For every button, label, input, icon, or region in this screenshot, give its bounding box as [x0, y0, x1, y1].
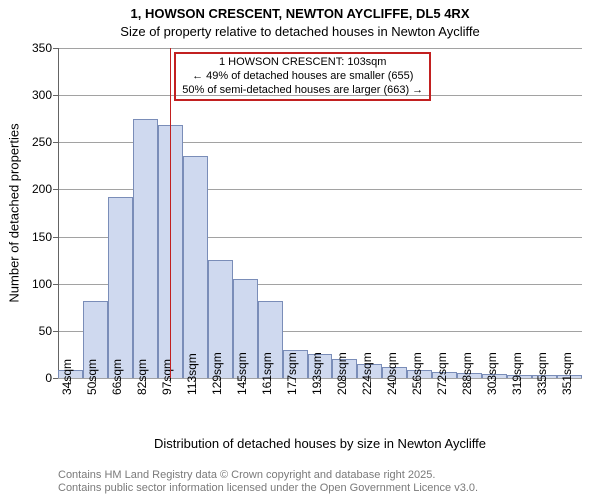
histogram-chart: 1, HOWSON CRESCENT, NEWTON AYCLIFFE, DL5…	[0, 0, 600, 500]
y-tick-label: 200	[32, 182, 58, 196]
y-tick-label: 350	[32, 41, 58, 55]
chart-title-line1: 1, HOWSON CRESCENT, NEWTON AYCLIFFE, DL5…	[0, 6, 600, 21]
grid-line	[58, 48, 582, 49]
y-tick-label: 250	[32, 135, 58, 149]
footer-text: Contains HM Land Registry data © Crown c…	[58, 469, 478, 497]
y-axis-label: Number of detached properties	[7, 123, 22, 302]
footer-line: Contains public sector information licen…	[58, 482, 478, 496]
histogram-bar	[108, 197, 133, 378]
marker-line	[170, 48, 171, 378]
chart-title-line2: Size of property relative to detached ho…	[0, 24, 600, 39]
y-tick-label: 100	[32, 277, 58, 291]
x-axis-label: Distribution of detached houses by size …	[58, 436, 582, 451]
histogram-bar	[133, 119, 158, 378]
y-tick-label: 300	[32, 88, 58, 102]
callout-line: 50% of semi-detached houses are larger (…	[182, 84, 423, 98]
y-tick-label: 0	[45, 371, 58, 385]
callout-line: ← 49% of detached houses are smaller (65…	[182, 70, 423, 84]
callout-box: 1 HOWSON CRESCENT: 103sqm← 49% of detach…	[174, 52, 431, 101]
y-axis-line	[58, 48, 59, 378]
y-tick-label: 50	[39, 324, 58, 338]
y-tick-label: 150	[32, 230, 58, 244]
footer-line: Contains HM Land Registry data © Crown c…	[58, 469, 478, 483]
plot-area: 05010015020025030035034sqm50sqm66sqm82sq…	[58, 48, 582, 378]
callout-line: 1 HOWSON CRESCENT: 103sqm	[182, 56, 423, 70]
histogram-bar	[183, 156, 208, 378]
